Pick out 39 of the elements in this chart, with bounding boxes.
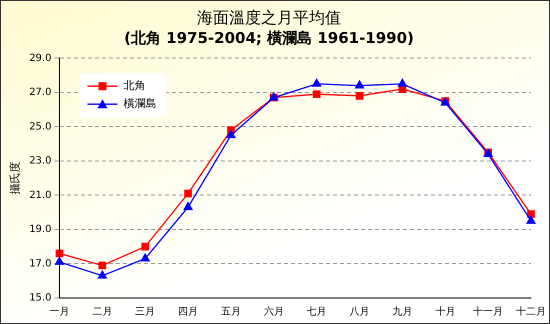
point <box>356 92 364 100</box>
x-tick-label: 十二月 <box>516 306 546 318</box>
point <box>312 78 322 87</box>
point <box>141 242 150 250</box>
chart-title: 海面溫度之月平均值 <box>197 8 341 27</box>
chart-subtitle: (北角 1975-2004; 橫瀾島 1961-1990) <box>124 29 414 48</box>
point <box>56 250 64 258</box>
y-axis-title: 攝氏度 <box>8 162 22 195</box>
point <box>184 190 192 198</box>
point <box>312 90 320 98</box>
x-tick-label: 六月 <box>264 306 284 318</box>
x-tick-label: 一月 <box>49 306 70 318</box>
x-tick-label: 十月 <box>435 306 456 318</box>
y-tick-label: 23.0 <box>29 156 52 167</box>
x-tick-label: 三月 <box>135 306 156 318</box>
point <box>184 202 193 210</box>
point <box>140 253 150 262</box>
y-tick-label: 25.0 <box>29 121 52 132</box>
legend-label: 橫瀾島 <box>123 97 156 110</box>
y-tick-label: 27.0 <box>29 87 52 98</box>
point <box>98 270 107 279</box>
x-tick-label: 十一月 <box>473 306 504 318</box>
y-tick-label: 21.0 <box>29 190 52 201</box>
y-tick-label: 19.0 <box>29 224 52 236</box>
point <box>98 262 106 270</box>
x-tick-label: 九月 <box>392 306 412 318</box>
x-tick-label: 四月 <box>178 306 198 318</box>
x-tick-label: 二月 <box>92 306 112 318</box>
x-tick-label: 五月 <box>220 306 241 318</box>
x-tick-label: 八月 <box>350 306 370 318</box>
point <box>398 78 407 87</box>
legend-label: 北角 <box>123 79 146 92</box>
y-tick-label: 17.0 <box>29 258 52 270</box>
x-tick-label: 七月 <box>306 306 327 318</box>
point <box>526 216 536 224</box>
y-tick-label: 15.0 <box>29 292 52 304</box>
point <box>226 130 236 138</box>
point <box>354 80 364 89</box>
y-tick-label: 29.0 <box>29 52 52 64</box>
